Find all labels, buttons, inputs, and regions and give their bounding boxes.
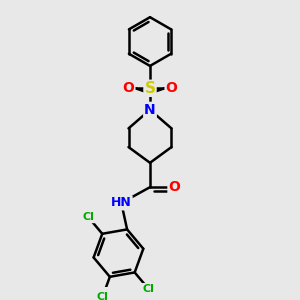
Text: Cl: Cl <box>142 284 154 294</box>
Text: O: O <box>166 81 177 95</box>
Text: Cl: Cl <box>82 212 94 222</box>
Text: O: O <box>123 81 134 95</box>
Text: HN: HN <box>111 196 132 209</box>
Text: S: S <box>145 81 155 96</box>
Text: O: O <box>168 180 180 194</box>
Text: N: N <box>144 103 156 117</box>
Text: Cl: Cl <box>97 292 108 300</box>
